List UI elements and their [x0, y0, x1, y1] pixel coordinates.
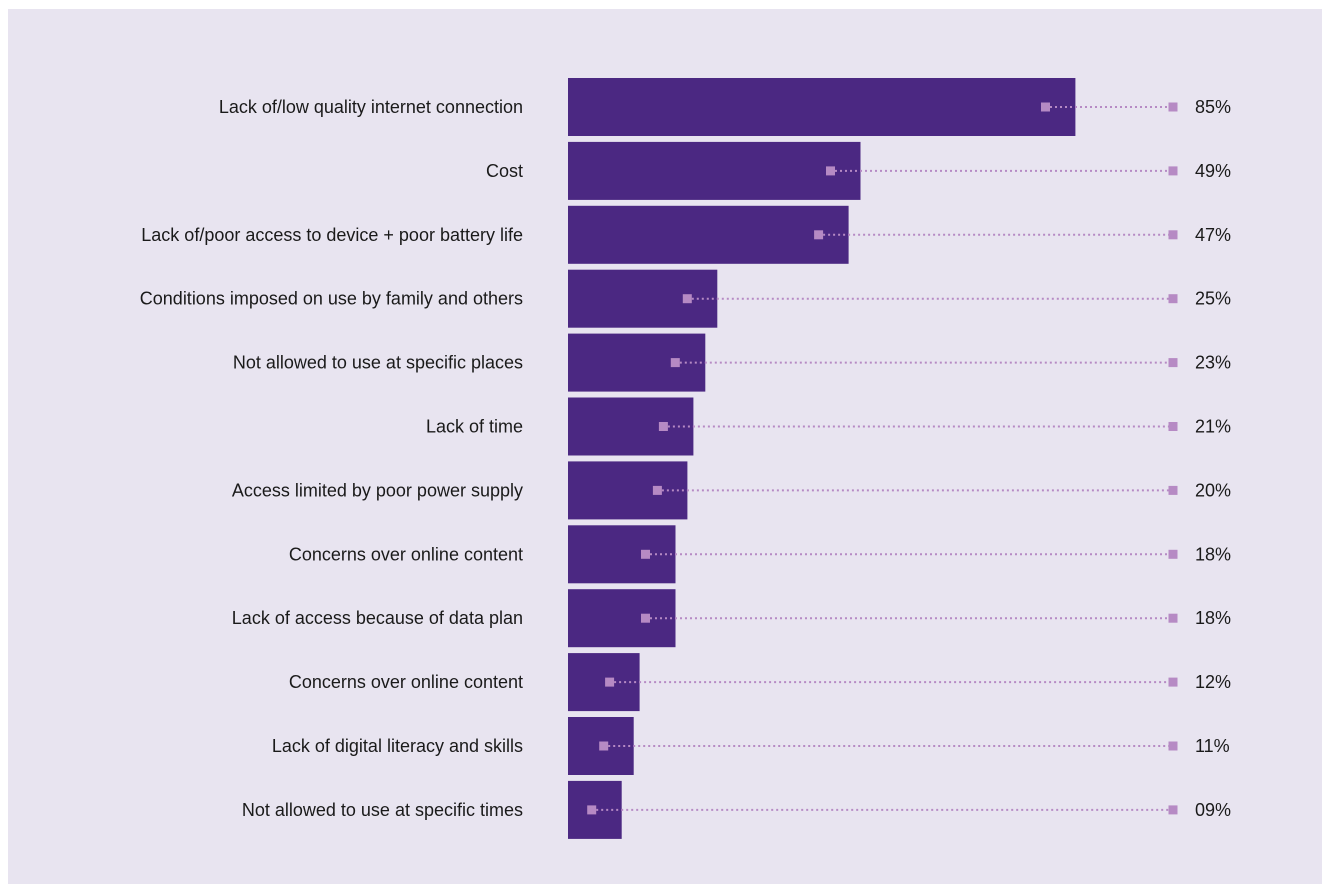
- chart-panel: Lack of/low quality internet connection C…: [8, 9, 1322, 884]
- bar-end-marker: [1041, 102, 1050, 112]
- bar-end-marker: [641, 549, 650, 559]
- category-label: Conditions imposed on use by family and …: [140, 289, 523, 309]
- bar: [568, 397, 694, 456]
- bar: [568, 205, 849, 264]
- value-marker: [1168, 805, 1178, 815]
- bar-chart: Lack of/low quality internet connection C…: [8, 9, 1322, 884]
- value-marker: [1168, 358, 1178, 368]
- bar-end-marker: [641, 613, 650, 623]
- value-label: 11%: [1195, 736, 1230, 756]
- category-label: Concerns over online content: [289, 544, 523, 564]
- bar-end-marker: [826, 166, 835, 176]
- bar: [568, 589, 676, 648]
- value-label: 12%: [1195, 672, 1231, 692]
- category-label: Lack of digital literacy and skills: [272, 736, 523, 756]
- value-marker: [1168, 422, 1178, 431]
- value-marker: [1168, 549, 1178, 559]
- bar: [568, 461, 688, 520]
- value-label: 23%: [1195, 353, 1231, 373]
- value-label: 25%: [1195, 289, 1231, 309]
- bar-end-marker: [658, 422, 668, 431]
- value-label: 47%: [1195, 225, 1231, 245]
- bars-group: [568, 78, 1076, 839]
- leader-lines-group: [587, 102, 1178, 815]
- category-label: Lack of time: [426, 417, 523, 437]
- bar: [568, 78, 1076, 136]
- value-marker: [1168, 230, 1178, 240]
- value-label: 20%: [1195, 480, 1231, 500]
- bar-end-marker: [670, 358, 680, 368]
- bar-end-marker: [682, 294, 692, 304]
- bar-end-marker: [599, 741, 609, 751]
- bar: [568, 141, 861, 200]
- category-label: Lack of/poor access to device + poor bat…: [141, 225, 523, 245]
- bar: [568, 653, 640, 712]
- value-label: 18%: [1195, 608, 1231, 628]
- value-marker: [1168, 741, 1178, 751]
- value-marker: [1168, 485, 1178, 495]
- value-label: 85%: [1195, 97, 1231, 117]
- bar-end-marker: [652, 485, 662, 495]
- value-marker: [1168, 613, 1178, 623]
- category-label: Lack of access because of data plan: [232, 608, 523, 628]
- bar: [568, 269, 718, 328]
- value-marker: [1168, 294, 1178, 304]
- category-labels-group: Lack of/low quality internet connection C…: [140, 97, 523, 820]
- value-label: 21%: [1195, 417, 1231, 437]
- category-label: Concerns over online content: [289, 672, 523, 692]
- value-marker: [1168, 677, 1178, 687]
- value-label: 49%: [1195, 161, 1231, 181]
- category-label: Cost: [486, 161, 523, 181]
- bar: [568, 333, 706, 392]
- value-marker: [1168, 166, 1178, 176]
- category-label: Not allowed to use at specific places: [233, 353, 523, 373]
- value-labels-group: 85% 49% 47% 25% 23% 21% 20% 18% 18% 12% 11% 09%: [1195, 97, 1231, 820]
- category-label: Lack of/low quality internet connection: [219, 97, 523, 117]
- bar-end-marker: [814, 230, 824, 240]
- value-label: 09%: [1195, 800, 1231, 820]
- bar-end-marker: [605, 677, 615, 687]
- category-label: Not allowed to use at specific times: [242, 800, 523, 820]
- category-label: Access limited by poor power supply: [232, 480, 523, 500]
- value-label: 18%: [1195, 544, 1231, 564]
- bar-end-marker: [587, 805, 597, 815]
- bar: [568, 525, 676, 584]
- value-marker: [1168, 102, 1178, 112]
